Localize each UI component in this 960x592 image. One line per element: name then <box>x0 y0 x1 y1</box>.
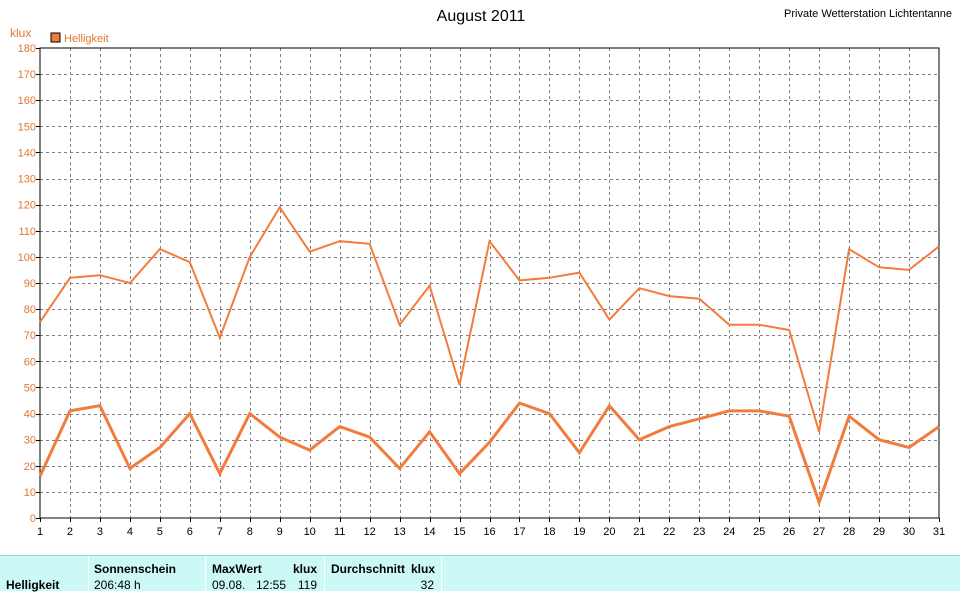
chart-title: August 2011 <box>437 8 526 25</box>
grid <box>40 48 939 518</box>
x-tick-label: 21 <box>633 526 645 538</box>
x-tick-label: 13 <box>393 526 405 538</box>
sonnenschein-cell: Sonnenschein 206:48 h <box>89 556 206 592</box>
x-tick-label: 5 <box>157 526 163 538</box>
x-tick-label: 30 <box>903 526 915 538</box>
y-tick-label: 100 <box>18 252 36 264</box>
x-tick-label: 29 <box>873 526 885 538</box>
y-tick-label: 160 <box>18 95 36 107</box>
series-lines <box>38 205 940 507</box>
maxwert-value: 119 <box>297 578 317 592</box>
sonnenschein-header: Sonnenschein <box>94 562 177 576</box>
x-tick-label: 31 <box>933 526 945 538</box>
x-tick-label: 20 <box>603 526 615 538</box>
sonnenschein-value: 206:48 h <box>94 578 141 592</box>
y-tick-label: 170 <box>18 69 36 81</box>
x-tick-label: 19 <box>573 526 585 538</box>
y-tick-label: 0 <box>30 513 36 525</box>
x-tick-label: 11 <box>334 526 345 538</box>
maxwert-time: 12:55 <box>256 578 287 592</box>
x-tick-label: 17 <box>513 526 525 538</box>
x-tick-label: 4 <box>127 526 133 538</box>
y-tick-label: 110 <box>18 226 36 238</box>
y-tick-label: 80 <box>24 304 36 316</box>
x-tick-label: 12 <box>364 526 376 538</box>
summary-bar: Helligkeit Sonnenschein 206:48 h MaxWert… <box>0 555 960 592</box>
x-tick-label: 18 <box>543 526 555 538</box>
durchschnitt-unit: klux <box>411 562 436 576</box>
y-axis-unit: klux <box>10 26 31 40</box>
x-tick-label: 6 <box>187 526 193 538</box>
maxwert-unit: klux <box>293 562 318 576</box>
x-tick-label: 24 <box>723 526 735 538</box>
y-tick-label: 150 <box>18 121 36 133</box>
x-tick-label: 9 <box>277 526 283 538</box>
maxwert-header: MaxWert <box>212 562 262 576</box>
x-tick-label: 7 <box>217 526 223 538</box>
x-tick-label: 22 <box>663 526 675 538</box>
chart-area: August 2011 Private Wetterstation Lichte… <box>10 8 952 538</box>
y-tick-label: 120 <box>18 200 36 212</box>
durchschnitt-header: Durchschnitt <box>331 562 406 576</box>
x-tick-label: 25 <box>753 526 765 538</box>
x-tick-label: 14 <box>423 526 435 538</box>
y-tick-label: 40 <box>24 409 36 421</box>
x-tick-label: 26 <box>783 526 795 538</box>
y-tick-label: 130 <box>18 174 36 186</box>
x-tick-label: 2 <box>67 526 73 538</box>
y-tick-label: 180 <box>18 43 36 55</box>
y-tick-label: 90 <box>24 278 36 290</box>
x-tick-label: 10 <box>304 526 316 538</box>
axis-ticks: 0102030405060708090100110120130140150160… <box>18 43 945 538</box>
legend-label: Helligkeit <box>64 33 109 45</box>
station-name: Private Wetterstation Lichtentanne <box>784 8 952 20</box>
y-tick-label: 50 <box>24 382 36 394</box>
y-tick-label: 70 <box>24 330 36 342</box>
y-tick-label: 20 <box>24 461 36 473</box>
y-tick-label: 30 <box>24 435 36 447</box>
maxwert-date: 09.08. <box>212 578 246 592</box>
x-tick-label: 16 <box>483 526 495 538</box>
series-line-max <box>39 205 940 433</box>
x-tick-label: 1 <box>37 526 43 538</box>
x-tick-label: 8 <box>247 526 253 538</box>
y-tick-label: 140 <box>18 147 36 159</box>
durchschnitt-cell: Durchschnitt klux 32 <box>325 556 442 592</box>
x-tick-label: 27 <box>813 526 825 538</box>
durchschnitt-value: 32 <box>420 578 434 592</box>
summary-label-cell: Helligkeit <box>0 556 89 592</box>
x-tick-label: 28 <box>843 526 855 538</box>
maxwert-cell: MaxWert klux 09.08. 12:55 119 <box>206 556 325 592</box>
summary-row-label: Helligkeit <box>6 578 60 592</box>
y-tick-label: 10 <box>24 487 36 499</box>
series-line-mean <box>38 401 940 507</box>
legend-swatch <box>50 32 61 43</box>
x-tick-label: 23 <box>693 526 705 538</box>
x-tick-label: 15 <box>453 526 465 538</box>
x-tick-label: 3 <box>97 526 103 538</box>
y-tick-label: 60 <box>24 356 36 368</box>
